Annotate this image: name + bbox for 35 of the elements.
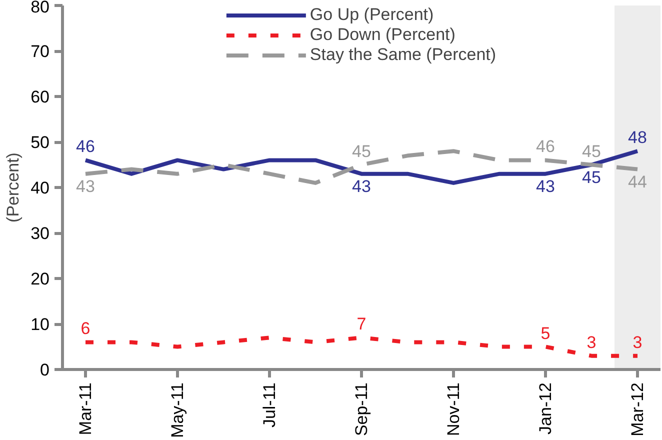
data-label: 45 — [352, 142, 371, 161]
y-tick-label: 60 — [30, 88, 50, 106]
y-axis-title: (Percent) — [4, 152, 23, 222]
x-tick-label: Sep-11 — [352, 382, 371, 436]
data-label: 3 — [632, 332, 642, 352]
legend-label: Go Down (Percent) — [310, 25, 456, 45]
y-tick-label: 80 — [30, 0, 50, 16]
x-tick-label: Nov-11 — [444, 382, 463, 436]
y-tick-label: 30 — [30, 224, 50, 243]
y-tick-label: 20 — [30, 270, 50, 288]
y-tick-label: 50 — [30, 133, 50, 152]
x-tick-label: May-11 — [168, 382, 187, 438]
legend-label: Go Up (Percent) — [310, 5, 434, 25]
data-label: 3 — [586, 332, 596, 352]
data-label: 46 — [536, 137, 555, 156]
data-label: 43 — [536, 176, 555, 196]
data-label: 6 — [80, 319, 90, 338]
data-label: 46 — [76, 137, 95, 156]
y-tick-label: 10 — [30, 315, 50, 334]
legend-label: Stay the Same (Percent) — [310, 45, 496, 65]
data-label: 5 — [540, 324, 550, 343]
y-tick-label: 40 — [30, 178, 50, 198]
y-tick-label: 0 — [40, 360, 50, 380]
x-tick-label: Jul-11 — [260, 382, 279, 428]
data-label: 7 — [356, 314, 366, 334]
y-tick-label: 70 — [30, 42, 50, 61]
x-tick-label: Jan-12 — [536, 382, 555, 434]
data-label: 43 — [352, 176, 371, 196]
x-tick-label: Mar-12 — [628, 382, 647, 436]
data-label: 45 — [582, 168, 601, 187]
x-tick-label: Mar-11 — [76, 382, 95, 436]
data-label: 44 — [628, 172, 647, 192]
data-label: 48 — [628, 128, 647, 148]
data-label: 43 — [76, 176, 95, 196]
data-label: 45 — [582, 142, 601, 161]
